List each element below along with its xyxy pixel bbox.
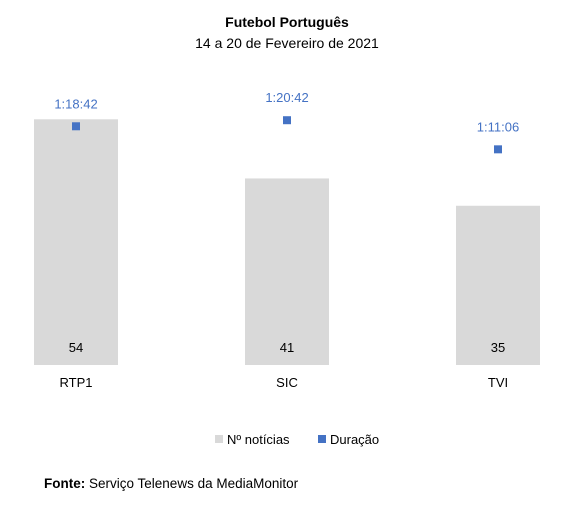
duration-marker-sic — [283, 116, 291, 125]
bar-tvi — [456, 205, 540, 365]
source-label: Fonte: — [44, 476, 86, 491]
legend-swatch-duration — [318, 435, 326, 443]
legend-label-duration: Duração — [330, 432, 379, 447]
chart: Futebol Português 14 a 20 de Fevereiro d… — [34, 14, 540, 447]
bar-sic — [245, 178, 329, 365]
category-label-tvi: TVI — [488, 375, 508, 390]
legend: Nº notícias Duração — [215, 432, 379, 447]
chart-title: Futebol Português — [225, 14, 349, 30]
legend-label-news-count: Nº notícias — [227, 432, 290, 447]
bar-value-label-rtp1: 54 — [69, 340, 83, 355]
duration-label-rtp1: 1:18:42 — [54, 96, 97, 111]
bar-rtp1 — [34, 119, 118, 365]
duration-label-sic: 1:20:42 — [265, 90, 308, 105]
duration-label-tvi: 1:11:06 — [477, 119, 519, 134]
plot-area: 54 RTP1 1:18:42 41 SIC 1:20:42 35 TVI 1:11:06 — [34, 90, 540, 390]
duration-marker-tvi — [494, 145, 502, 154]
bar-value-label-sic: 41 — [280, 340, 294, 355]
chart-subtitle: 14 a 20 de Fevereiro de 2021 — [195, 35, 379, 51]
legend-swatch-news-count — [215, 435, 223, 443]
source-text: Serviço Telenews da MediaMonitor — [89, 476, 299, 491]
duration-marker-rtp1 — [72, 122, 80, 131]
category-label-sic: SIC — [276, 375, 298, 390]
source-note: Fonte: Serviço Telenews da MediaMonitor — [44, 476, 298, 491]
bar-value-label-tvi: 35 — [491, 340, 505, 355]
category-label-rtp1: RTP1 — [60, 375, 93, 390]
